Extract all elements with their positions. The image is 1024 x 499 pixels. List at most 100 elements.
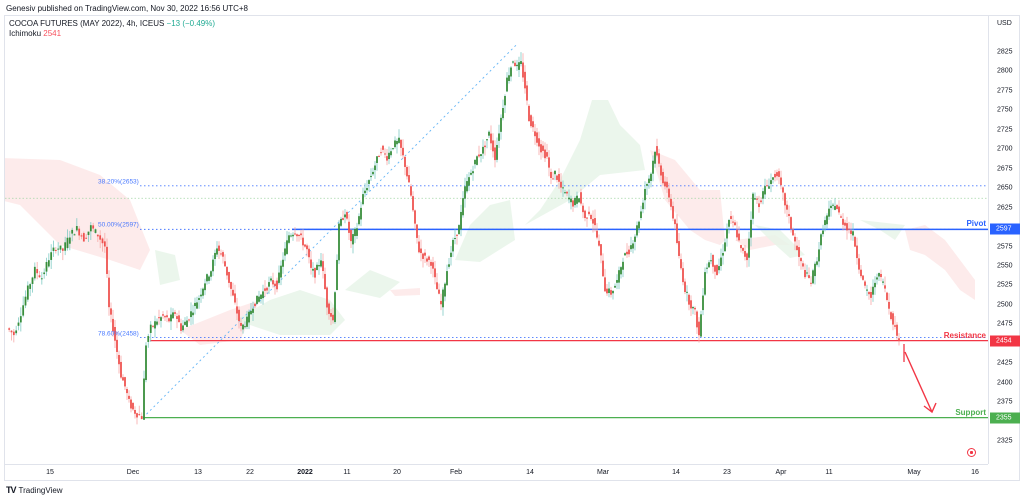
candle-body [728,219,730,227]
candle-body [164,316,166,318]
candle-body [880,273,882,278]
candle-body [792,229,794,236]
candle-body [538,138,540,147]
candle-body [788,214,790,216]
tradingview-logo[interactable]: TV TradingView [6,485,63,495]
candle-body [764,186,766,195]
candle-body [542,145,544,151]
candle-body [794,236,796,242]
price-axis[interactable]: USD 2825 2800 2775 2750 2725 2700 2675 2650 2625… [988,16,1021,464]
candle-body [498,133,500,141]
indicator-name[interactable]: Ichimoku [9,29,42,38]
candle-body [438,289,440,294]
candle-body [262,291,264,299]
price-tick-label: 2750 [997,106,1013,114]
candle-body [638,221,640,229]
time-axis[interactable]: 15 Dec 13 22 2022 11 20 Feb 14 Mar 14 23 Apr 11 May 16 [5,464,988,481]
candle-body [614,285,616,288]
candle-body [302,237,304,246]
candle-body [532,121,534,128]
candle-body [802,263,804,267]
candle-body [316,264,318,271]
candle-body [382,145,384,150]
candle-body [252,308,254,313]
candle-body [138,414,141,416]
price-tick-label: 2725 [997,126,1013,134]
price-tick-label: 2825 [997,48,1013,56]
candle-body [830,205,832,209]
candle-body [892,313,894,325]
candle-body [50,252,53,260]
chart-plot-area[interactable] [0,16,988,464]
candle-body [352,234,354,245]
candle-body [726,229,728,239]
symbol-title[interactable]: COCOA FUTURES (MAY 2022), 4h, ICEUS [9,19,165,28]
forecast-arrowhead-icon [923,402,937,414]
candle-body [740,245,742,249]
candle-body [224,261,226,267]
candle-body [570,198,572,203]
ichimoku-cloud [650,150,725,245]
candle-body [99,235,102,240]
candle-body [80,235,83,237]
candle-body [666,181,668,188]
candle-body [496,144,498,160]
candle-body [642,202,644,210]
candle-body [676,223,678,244]
candle-body [126,388,128,394]
candle-body [426,258,428,262]
candle-body [264,288,266,291]
candle-body [52,247,55,251]
candle-body [782,187,784,193]
price-tag-support: 2355 [990,412,1020,424]
candle-body [530,115,532,127]
candle-body [122,377,124,381]
candle-body [870,291,872,298]
candle-body [92,225,95,229]
alert-icon[interactable] [967,448,976,457]
candle-body [710,260,712,262]
candle-body [656,146,658,156]
candle-body [450,252,452,258]
candle-body [422,253,424,259]
candle-body [622,261,624,270]
candle-body [292,234,294,237]
candle-body [414,210,416,224]
candle-body [420,248,422,254]
candle-body [876,277,878,280]
candle-body [686,291,688,293]
candle-body [808,275,810,278]
candle-body [222,252,224,257]
candle-body [342,218,344,220]
candle-body [286,240,288,254]
candle-body [184,321,186,325]
candle-body [636,225,638,236]
candle-body [238,309,240,322]
candle-body [176,316,178,319]
candle-body [116,339,118,352]
candle-body [606,288,608,294]
candle-body [698,321,700,336]
candle-body [522,62,524,78]
candle-body [68,237,71,244]
candle-body [396,141,398,145]
candle-body [390,151,392,156]
candle-body [856,245,858,259]
candle-body [240,322,242,326]
candle-body [832,204,834,206]
fib-level-label: 50.00%(2597) [98,221,139,229]
candle-body [572,200,574,207]
price-tick-label: 2475 [997,320,1013,328]
candle-body [632,243,634,249]
candle-body [506,77,508,92]
candle-body [130,399,132,409]
candle-body [85,237,88,239]
candle-body [166,315,168,318]
candle-body [516,64,518,67]
candle-body [510,67,512,77]
candle-body [896,324,898,336]
chart-frame [4,15,1020,481]
candle-body [368,180,370,184]
candle-body [884,285,886,289]
candle-body [484,145,486,148]
